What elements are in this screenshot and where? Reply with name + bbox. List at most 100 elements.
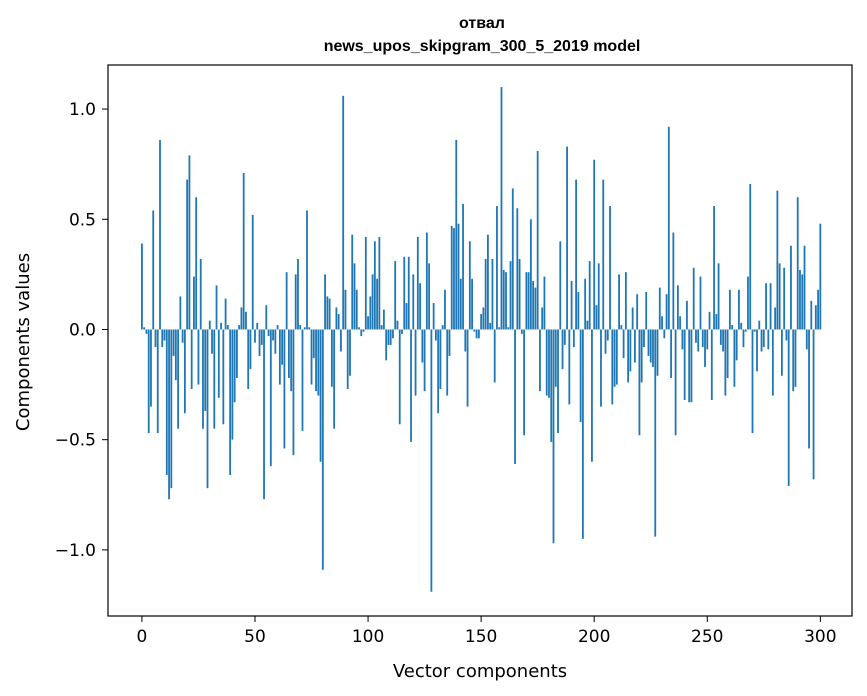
bar-component-115 [401, 329, 403, 334]
bar-component-260 [728, 289, 731, 330]
bar-component-246 [697, 329, 700, 352]
bar-component-70 [299, 325, 302, 330]
bar-component-114 [398, 329, 401, 425]
bar-component-91 [346, 329, 349, 389]
bar-component-100 [367, 316, 369, 330]
bar-component-27 [202, 329, 204, 429]
bar-component-241 [686, 300, 688, 330]
bar-component-186 [561, 329, 564, 370]
bar-component-206 [606, 329, 609, 341]
bar-component-89 [342, 95, 345, 330]
bar-component-124 [421, 329, 424, 363]
bar-component-123 [419, 283, 421, 330]
bar-component-168 [520, 329, 523, 334]
y-axis-label: Components values [13, 253, 34, 431]
bar-component-269 [749, 184, 752, 330]
bar-component-135 [446, 329, 449, 396]
x-axis-ticks: 0 50 100 150 200 250 300 [137, 616, 837, 647]
bar-component-35 [220, 322, 222, 330]
bar-component-292 [801, 274, 804, 330]
bar-component-33 [215, 285, 218, 330]
bar-component-82 [326, 296, 329, 330]
bar-component-183 [554, 329, 557, 387]
bar-component-84 [330, 329, 333, 387]
bar-component-173 [532, 280, 535, 330]
bar-component-251 [708, 311, 711, 330]
bar-component-160 [502, 269, 505, 330]
bar-component-250 [706, 329, 709, 350]
bar-component-204 [602, 179, 605, 330]
bar-component-272 [756, 329, 758, 372]
bar-component-210 [615, 329, 618, 385]
bar-component-29 [206, 329, 209, 489]
bar-component-122 [416, 236, 419, 330]
bar-component-119 [410, 329, 412, 442]
bar-component-298 [814, 305, 817, 330]
bar-component-85 [333, 329, 336, 429]
bar-component-13 [170, 329, 173, 489]
bar-component-90 [344, 289, 347, 330]
bar-component-150 [480, 314, 483, 330]
bar-component-42 [235, 329, 238, 378]
bar-component-256 [719, 329, 722, 345]
bar-component-32 [213, 329, 216, 429]
bar-component-267 [744, 329, 747, 332]
bar-component-22 [190, 329, 193, 389]
bar-component-223 [645, 292, 648, 330]
bar-component-257 [722, 329, 725, 352]
bar-component-275 [762, 329, 765, 348]
bar-component-109 [387, 329, 390, 345]
bar-component-24 [195, 197, 198, 330]
bar-component-81 [324, 274, 326, 330]
bar-component-101 [369, 296, 372, 330]
bar-component-61 [278, 329, 281, 385]
bar-component-94 [353, 263, 356, 330]
bar-component-26 [199, 258, 202, 330]
chart-title-line-2: news_upos_skipgram_300_5_2019 model [324, 38, 641, 55]
bar-component-197 [586, 320, 589, 330]
y-tick-label: −1.0 [55, 541, 96, 561]
bar-component-97 [360, 329, 363, 337]
bar-component-40 [231, 329, 234, 440]
bar-component-48 [249, 329, 252, 370]
bar-component-229 [658, 287, 661, 330]
bar-component-231 [663, 329, 666, 339]
bar-component-193 [577, 292, 580, 330]
bar-component-191 [572, 329, 575, 348]
bar-component-179 [545, 329, 548, 396]
bar-component-158 [498, 327, 501, 330]
bar-component-62 [281, 329, 284, 365]
bar-component-177 [541, 307, 544, 330]
bar-component-93 [351, 234, 354, 330]
bar-component-2 [145, 329, 148, 334]
bar-component-253 [713, 206, 715, 330]
bar-component-159 [500, 87, 503, 330]
bar-component-113 [396, 320, 399, 330]
bar-component-235 [672, 232, 675, 330]
bar-component-222 [643, 329, 645, 348]
plot-frame [107, 64, 853, 617]
bar-component-172 [529, 219, 532, 330]
bar-component-217 [631, 307, 634, 330]
bar-component-291 [799, 269, 801, 330]
bar-component-107 [382, 309, 385, 330]
bar-component-37 [224, 298, 227, 330]
bar-component-73 [306, 210, 308, 330]
bar-component-216 [629, 329, 632, 372]
bar-component-76 [312, 329, 315, 359]
bar-component-224 [647, 329, 650, 356]
bar-component-28 [204, 329, 207, 412]
bar-component-51 [256, 322, 259, 330]
bar-component-145 [468, 241, 471, 330]
bar-component-105 [378, 236, 381, 330]
bar-component-162 [507, 327, 510, 330]
bar-component-104 [376, 278, 379, 330]
bar-component-117 [405, 303, 408, 330]
bar-component-221 [640, 329, 643, 383]
bar-component-299 [817, 289, 819, 330]
bar-component-74 [308, 327, 311, 330]
bar-component-66 [290, 329, 293, 392]
bar-component-12 [168, 329, 170, 500]
bar-component-108 [385, 329, 388, 361]
bar-component-255 [717, 263, 720, 330]
